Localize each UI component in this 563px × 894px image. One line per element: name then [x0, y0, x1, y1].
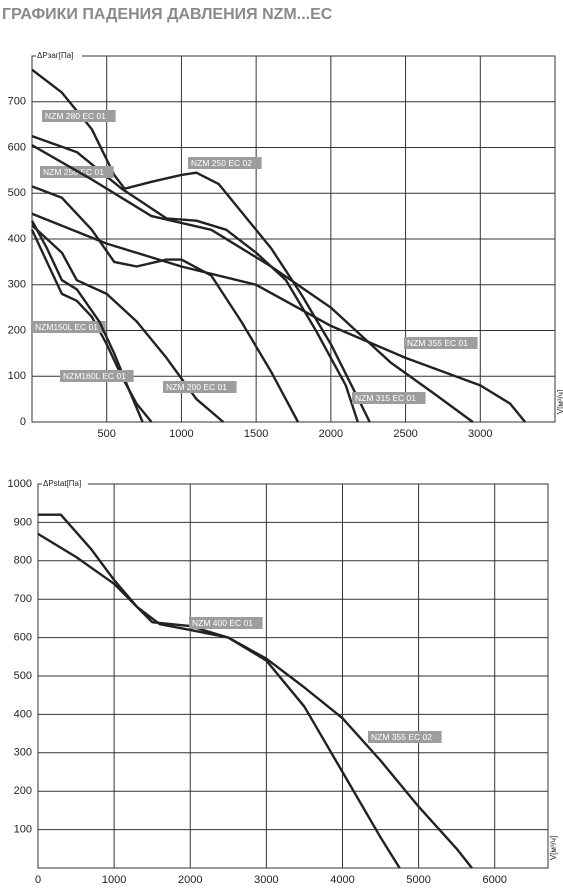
x-tick-label: 5000 [406, 874, 430, 886]
x-tick-label: 2500 [393, 428, 417, 440]
y-tick-label: 500 [14, 670, 32, 682]
x-tick-label: 0 [35, 874, 41, 886]
legend-label: NZM 250 EC 01 [43, 167, 104, 177]
curve [31, 68, 371, 423]
x-tick-label: 3000 [254, 874, 278, 886]
legend-box [189, 617, 263, 629]
legend-label: NZM150L EC 01 [35, 322, 98, 332]
legend-label: NZM 355 EC 02 [371, 732, 432, 742]
y-axis-label: ΔPstat[Па] [43, 479, 81, 488]
legend-label: NZM 400 EC 01 [192, 618, 253, 628]
page-title: ГРАФИКИ ПАДЕНИЯ ДАВЛЕНИЯ NZM...EC [2, 6, 333, 23]
x-axis-label: V[м³/ч] [549, 836, 558, 860]
x-tick-label: 1000 [102, 874, 126, 886]
y-tick-label: 500 [8, 187, 26, 199]
y-tick-label: 600 [14, 632, 32, 644]
y-tick-label: 400 [8, 233, 26, 245]
y-tick-label: 300 [8, 279, 26, 291]
y-tick-label: 600 [8, 141, 26, 153]
y-tick-label: 100 [8, 370, 26, 382]
legend-box [404, 337, 478, 349]
legend-box [60, 370, 134, 382]
x-tick-label: 2000 [319, 428, 343, 440]
legend-box [188, 157, 262, 169]
y-tick-label: 200 [8, 324, 26, 336]
y-tick-label: 700 [8, 96, 26, 108]
y-tick-label: 800 [14, 555, 32, 567]
legend-label: NZM 200 EC 01 [166, 382, 227, 392]
legend-box [163, 381, 237, 393]
x-tick-label: 1500 [244, 428, 268, 440]
legend-label: NZM 355 EC 01 [407, 338, 468, 348]
y-tick-label: 0 [20, 416, 26, 428]
curve [31, 185, 300, 423]
x-tick-label: 6000 [482, 874, 506, 886]
x-tick-label: 1000 [169, 428, 193, 440]
curve [31, 212, 527, 423]
y-tick-label: 900 [14, 516, 32, 528]
legend-label: NZM 250 EC 02 [191, 158, 252, 168]
y-tick-label: 400 [14, 708, 32, 720]
legend-box [368, 731, 442, 743]
legend-box [352, 392, 426, 404]
x-tick-label: 2000 [178, 874, 202, 886]
legend-box [42, 110, 116, 122]
curve [37, 532, 473, 869]
y-tick-label: 200 [14, 785, 32, 797]
legend-label: NZM 315 EC 01 [355, 393, 416, 403]
y-tick-label: 700 [14, 593, 32, 605]
y-tick-label: 300 [14, 747, 32, 759]
y-tick-label: 1000 [8, 478, 32, 490]
axis-label-bg [36, 51, 82, 61]
curve [31, 144, 474, 423]
legend-label: NZM 280 EC 01 [45, 111, 106, 121]
x-tick-label: 500 [98, 428, 116, 440]
axis-label-bg [42, 479, 88, 489]
x-tick-label: 3000 [468, 428, 492, 440]
x-axis-label: V[м³/ч] [556, 390, 563, 414]
curve [30, 220, 144, 423]
legend-label: NZM160L EC 01 [63, 371, 126, 381]
y-tick-label: 100 [14, 824, 32, 836]
x-tick-label: 4000 [330, 874, 354, 886]
legend-box [32, 321, 106, 333]
y-axis-label: ΔPзаг[Па] [37, 51, 73, 60]
